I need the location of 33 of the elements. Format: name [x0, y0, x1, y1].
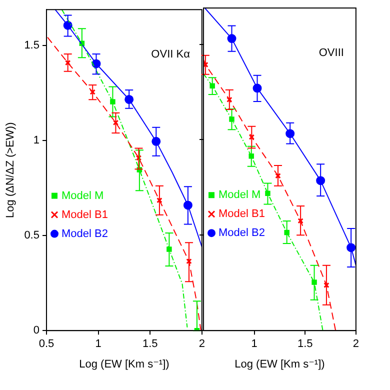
x-tick-label: 1 [251, 338, 258, 350]
point [186, 258, 192, 264]
y-tick-label: 0 [33, 324, 40, 337]
legend-label: Model B1 [61, 208, 108, 221]
x-tick-label: 2 [198, 338, 206, 350]
point [156, 197, 162, 204]
y-axis-title: Log (ΔN/ΔZ (>EW)) [4, 122, 17, 218]
x-tick-label: 1 [95, 338, 102, 350]
y-tick-label: 1 [33, 134, 40, 147]
point [298, 218, 304, 224]
annotation: OVII Kα [151, 48, 191, 61]
legend-label: Model M [218, 189, 261, 202]
point [112, 120, 119, 126]
point [90, 89, 96, 95]
line-series [61, 10, 188, 328]
point [136, 155, 142, 161]
annotation: OVIII [318, 47, 344, 60]
x-axis-title: Log (EW [Km s⁻¹]) [234, 358, 325, 370]
x-tick-label: 1.5 [297, 338, 313, 350]
point [248, 134, 255, 140]
point [324, 282, 330, 288]
legend-label: Model M [61, 190, 104, 202]
point [64, 60, 71, 66]
point [226, 96, 232, 102]
legend-label: Model B1 [218, 208, 265, 220]
x-axis-title: Log (EW [Km s⁻¹]) [79, 358, 170, 370]
legend-label: Model B2 [61, 228, 108, 240]
legend-label: Model B2 [218, 227, 265, 240]
x-tick-label: 2 [352, 338, 360, 350]
point [275, 172, 281, 179]
y-tick-label: 1.5 [24, 40, 40, 52]
y-tick-label: 0.5 [24, 230, 40, 242]
x-tick-label: 1.5 [142, 338, 158, 350]
